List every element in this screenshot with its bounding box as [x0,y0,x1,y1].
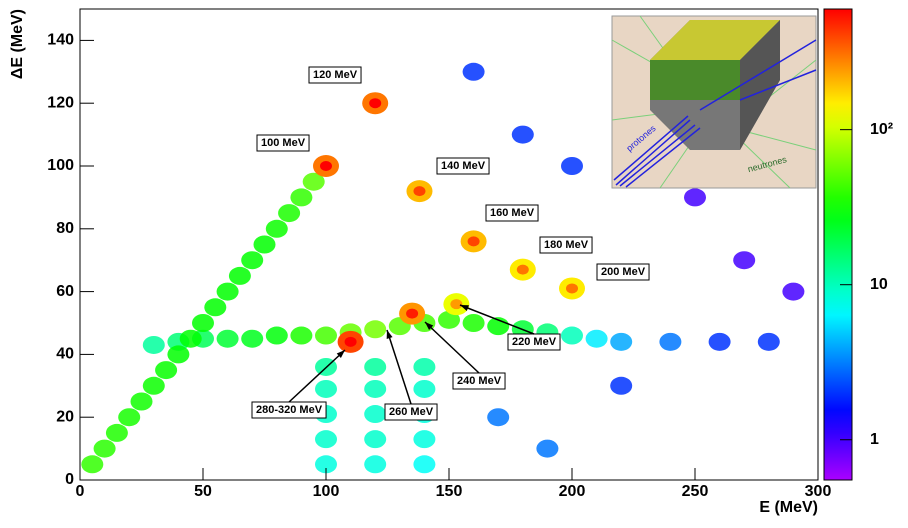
annotation: 160 MeV [490,207,535,219]
heatmap-cell [143,377,165,395]
annotation: 100 MeV [261,137,306,149]
x-tick-label: 200 [559,483,586,500]
heatmap-core [566,283,578,293]
heatmap-cell [167,345,189,363]
annotation: 220 MeV [512,336,557,348]
x-tick-label: 300 [805,483,832,500]
heatmap-cell [364,430,386,448]
heatmap-cell [229,267,251,285]
heatmap-cell [254,236,276,254]
y-tick-label: 20 [56,408,74,425]
x-tick-label: 150 [436,483,463,500]
heatmap-cell [684,188,706,206]
heatmap-cell [782,283,804,301]
heatmap-cell [106,424,128,442]
heatmap-cell [241,330,263,348]
colorbar-tick-label: 10² [870,121,893,138]
heatmap-cell [413,455,435,473]
x-tick-label: 250 [682,483,709,500]
y-axis-label: ΔE (MeV) [9,9,26,79]
heatmap-cell [364,405,386,423]
heatmap-cell [413,430,435,448]
heatmap-cell [586,330,608,348]
heatmap-cell [131,393,153,411]
x-axis-label: E (MeV) [759,499,818,516]
annotation: 280-320 MeV [256,404,323,416]
heatmap-core [320,161,332,171]
heatmap-cell [180,330,202,348]
heatmap-cell [364,455,386,473]
heatmap-cell [278,204,300,222]
heatmap-cell [536,440,558,458]
heatmap-cell [315,380,337,398]
heatmap-core [468,236,480,246]
heatmap-cell [241,251,263,269]
heatmap-core [406,309,418,319]
heatmap-cell [290,327,312,345]
heatmap-cell [266,220,288,238]
heatmap-cell [610,333,632,351]
heatmap-cell [413,380,435,398]
heatmap-core [413,186,425,196]
heatmap-cell [217,283,239,301]
heatmap-core [517,265,529,275]
annotation: 200 MeV [601,266,646,278]
heatmap-cell [266,327,288,345]
inset-image: protones neutrones [612,16,816,188]
y-tick-label: 60 [56,283,74,300]
annotation: 120 MeV [313,69,358,81]
heatmap-cell [487,408,509,426]
y-tick-label: 120 [47,94,74,111]
y-tick-label: 0 [65,471,74,488]
heatmap-cell [733,251,755,269]
heatmap-cell [315,430,337,448]
heatmap-cell [204,298,226,316]
heatmap-core [345,337,357,347]
annotation: 140 MeV [441,160,486,172]
heatmap-cell [463,63,485,81]
annotation: 260 MeV [389,406,434,418]
heatmap-cell [81,455,103,473]
colorbar [824,9,852,480]
x-tick-label: 0 [76,483,85,500]
heatmap-cell [143,336,165,354]
heatmap-cell [659,333,681,351]
heatmap-cell [413,358,435,376]
heatmap-core [450,299,462,309]
heatmap-cell [364,358,386,376]
annotation: 240 MeV [457,375,502,387]
y-tick-label: 140 [47,32,74,49]
heatmap-cell [315,327,337,345]
heatmap-cell [610,377,632,395]
heatmap-cell [217,330,239,348]
colorbar-tick-label: 1 [870,431,879,448]
heatmap-cell [155,361,177,379]
heatmap-cell [94,440,116,458]
x-tick-label: 100 [313,483,340,500]
heatmap-cell [709,333,731,351]
heatmap-cell [758,333,780,351]
heatmap-cell [561,157,583,175]
annotation: 180 MeV [544,239,589,251]
y-tick-label: 100 [47,157,74,174]
heatmap-cell [364,320,386,338]
heatmap-cell [118,408,140,426]
heatmap-cell [192,314,214,332]
x-tick-label: 50 [194,483,212,500]
chart: protones neutrones E (MeV) ΔE (MeV) 0 50 1… [0,0,908,523]
heatmap-cell [290,188,312,206]
heatmap-cell [364,380,386,398]
colorbar-tick-label: 10 [870,276,888,293]
heatmap-cell [463,314,485,332]
heatmap-cell [561,327,583,345]
y-tick-label: 40 [56,346,74,363]
heatmap-core [369,98,381,108]
y-tick-label: 80 [56,220,74,237]
heatmap-cell [512,126,534,144]
